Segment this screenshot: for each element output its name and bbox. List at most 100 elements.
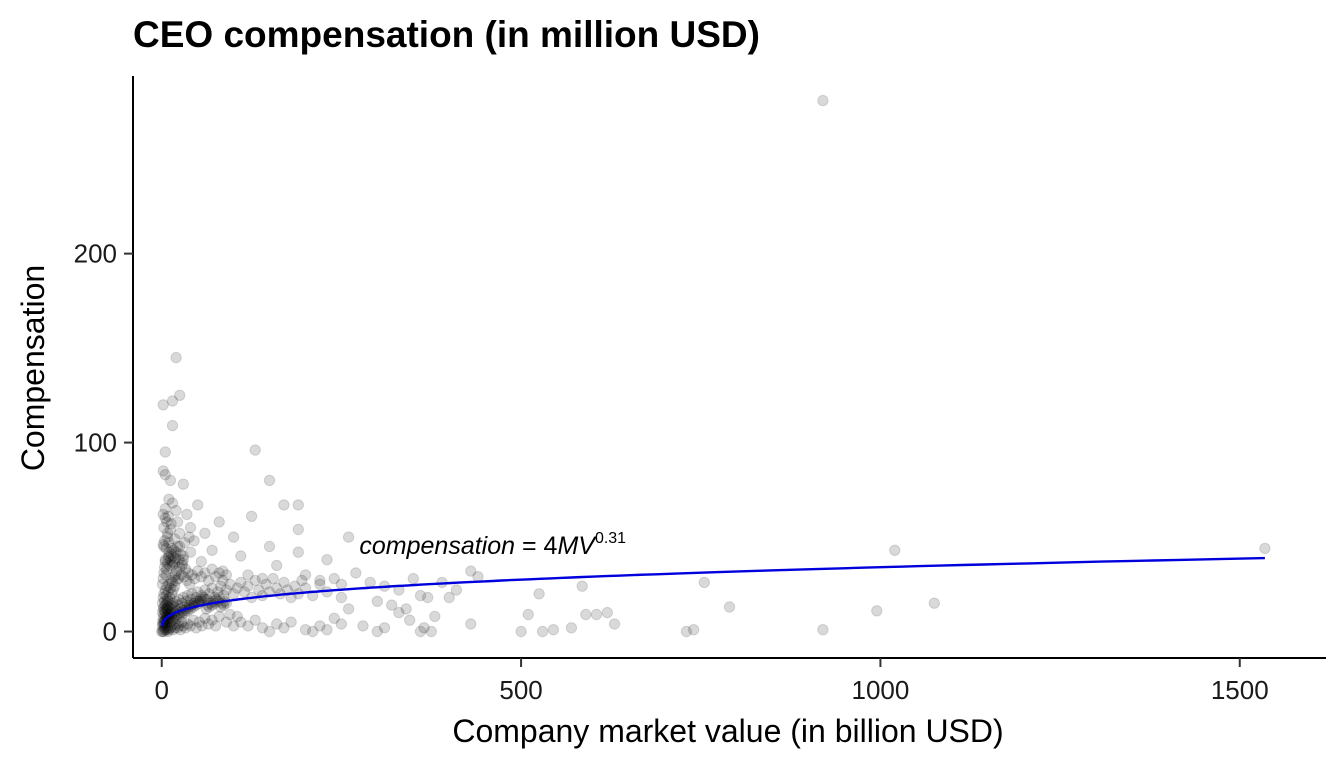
scatter-point (177, 591, 190, 604)
scatter-point (425, 625, 437, 638)
scatter-point (249, 444, 261, 456)
scatter-point (213, 516, 225, 528)
scatter-point (165, 518, 177, 530)
scatter-point (159, 512, 172, 524)
scatter-point (166, 419, 179, 432)
scatter-point (161, 624, 173, 636)
scatter-point (307, 625, 319, 638)
scatter-point (163, 550, 175, 562)
scatter-point (157, 538, 169, 551)
scatter-point (164, 582, 177, 594)
scatter-point (161, 557, 174, 570)
annotation-equals: = 4 (515, 532, 557, 560)
scatter-point (328, 572, 340, 585)
scatter-point (161, 622, 174, 634)
scatter-point (157, 572, 169, 585)
scatter-point (418, 622, 430, 634)
scatter-point (371, 625, 383, 638)
scatter-point (238, 586, 251, 598)
scatter-point (192, 499, 204, 511)
scatter-point (197, 591, 210, 604)
scatter-point (278, 576, 290, 589)
scatter-point (164, 591, 176, 604)
scatter-point (292, 546, 304, 558)
scatter-point (450, 584, 463, 596)
scatter-point (249, 614, 261, 626)
scatter-point (522, 608, 534, 621)
scatter-point (465, 565, 477, 577)
scatter-point (174, 527, 186, 539)
scatter-point (188, 535, 200, 547)
scatter-point (407, 572, 419, 585)
scatter-point (414, 589, 427, 602)
fit-layer (160, 556, 1265, 627)
scatter-point (181, 574, 193, 587)
scatter-point (186, 569, 198, 581)
scatter-point (227, 620, 240, 632)
x-axis-title: Company market value (in billion USD) (452, 713, 1003, 749)
scatter-point (157, 465, 169, 477)
scatter-point (576, 580, 588, 592)
scatter-point (174, 561, 186, 573)
scatter-point (235, 616, 247, 628)
scatter-point (195, 555, 208, 568)
scatter-point (278, 622, 290, 634)
scatter-point (170, 504, 182, 517)
scatter-point (817, 624, 829, 636)
scatter-point (165, 548, 177, 560)
scatter-point (168, 544, 180, 556)
scatter-point (163, 578, 175, 590)
scatter-point (256, 572, 269, 585)
scatter-point (164, 554, 177, 566)
scatter-point (429, 610, 441, 623)
scatter-point (335, 591, 348, 604)
scatter-point (199, 612, 211, 624)
scatter-point (321, 624, 333, 636)
scatter-point (206, 563, 218, 575)
scatter-point (171, 565, 183, 577)
scatter-point (166, 555, 179, 568)
scatter-point (536, 625, 549, 638)
scatter-point (181, 589, 194, 602)
scatter-point (184, 620, 197, 632)
scatter-point (171, 540, 184, 553)
scatter-point (177, 554, 190, 566)
scatter-point (176, 597, 188, 609)
scatter-point (159, 584, 172, 596)
scatter-point (235, 576, 247, 589)
scatter-point (245, 510, 258, 522)
scatter-point (565, 622, 578, 634)
scatter-point (928, 597, 940, 609)
scatter-point (157, 399, 169, 411)
scatter-point (165, 599, 177, 611)
scatter-point (174, 624, 187, 636)
scatter-point (169, 533, 181, 545)
scatter-point (162, 625, 174, 638)
scatter-point (164, 523, 177, 536)
scatter-point (206, 544, 218, 556)
scatter-point (161, 601, 174, 613)
scatter-point (817, 94, 829, 107)
scatter-point (190, 591, 202, 604)
scatter-point (350, 567, 362, 579)
scatter-point (328, 612, 340, 624)
scatter-point (217, 574, 229, 587)
scatter-point (175, 569, 187, 581)
scatter-point (161, 563, 173, 575)
scatter-point (158, 567, 170, 579)
scatter-point (698, 576, 710, 589)
scatter-point (161, 580, 173, 592)
scatter-point (165, 574, 177, 587)
scatter-point (169, 580, 181, 592)
scatter-point (181, 618, 194, 630)
scatter-point (224, 578, 236, 590)
scatter-point (158, 540, 170, 553)
scatter-point (220, 584, 233, 596)
scatter-point (590, 608, 603, 621)
chart-title: CEO compensation (in million USD) (133, 14, 760, 55)
scatter-point (158, 588, 170, 600)
scatter-point (242, 569, 254, 581)
scatter-point (161, 597, 173, 609)
scatter-point (263, 625, 276, 638)
